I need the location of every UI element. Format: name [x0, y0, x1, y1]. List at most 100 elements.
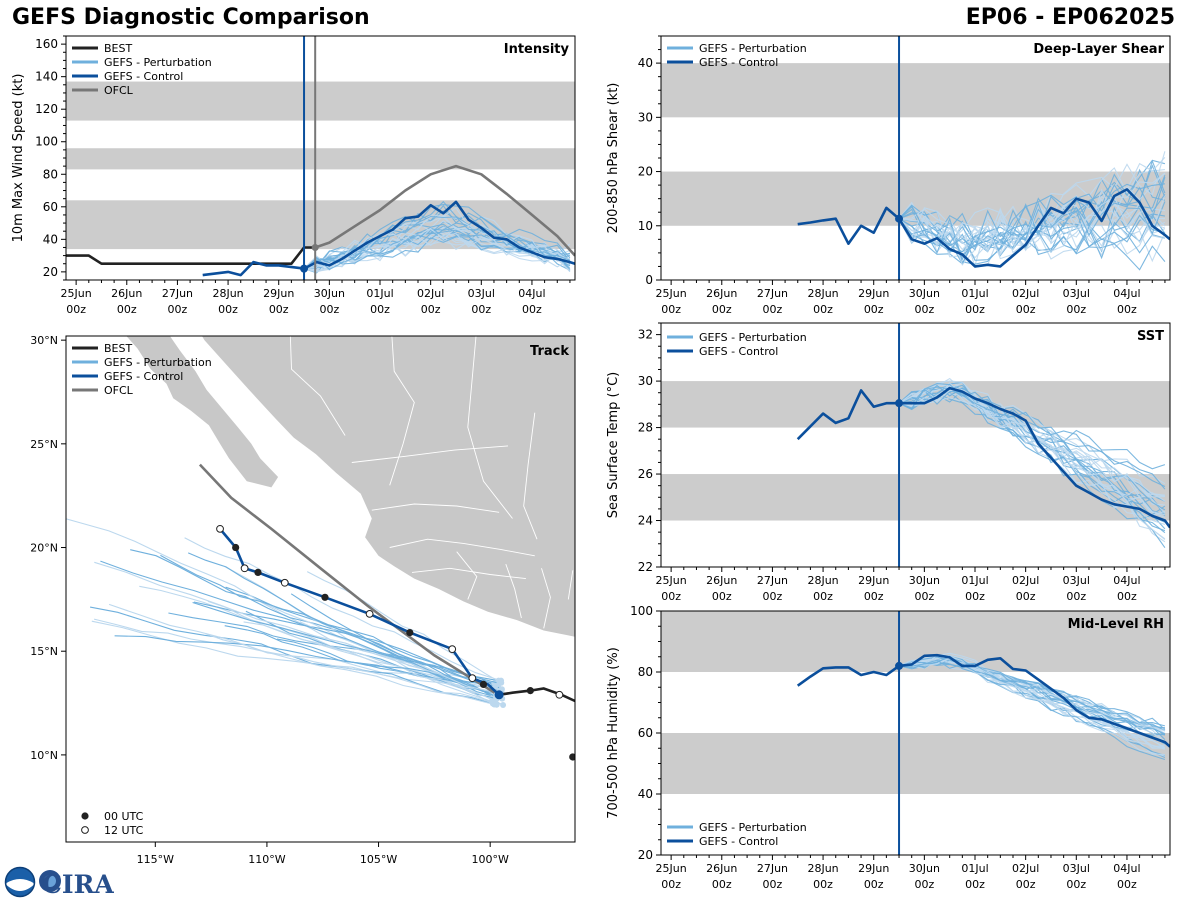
intensity-perturbation-line — [303, 215, 571, 271]
shear-legend-label: GEFS - Perturbation — [699, 42, 807, 55]
perturbation-track — [91, 620, 492, 688]
shear-xtick-label-hour: 00z — [1117, 303, 1137, 316]
shear-band-1 — [661, 63, 1170, 118]
rh-xtick-label-hour: 00z — [712, 878, 732, 891]
rh-xtick-label-hour: 00z — [1066, 878, 1086, 891]
intensity-xtick-label-date: 25Jun — [61, 287, 92, 300]
intensity-xtick-label-hour: 00z — [471, 303, 491, 316]
perturbation-track — [187, 552, 498, 698]
shear-ytick-label: 40 — [638, 56, 653, 70]
perturbation-track — [192, 601, 495, 684]
sst-xtick-label-date: 04Jul — [1113, 574, 1140, 587]
cira-logo: CIRA — [4, 866, 114, 899]
intensity-xtick-label-date: 30Jun — [314, 287, 345, 300]
intensity-xtick-label-date: 03Jul — [468, 287, 495, 300]
sst-gefs-control-line — [796, 386, 1170, 529]
best-00utc-marker — [569, 753, 575, 761]
shear-xtick-label-date: 28Jun — [807, 287, 838, 300]
control-12utc-marker — [240, 564, 249, 573]
state-border — [567, 570, 574, 600]
intensity-xtick-label-hour: 00z — [319, 303, 339, 316]
intensity-ytick-label: 100 — [35, 135, 58, 149]
track-xtick-label: 100°W — [471, 853, 508, 866]
intensity-xtick-label-date: 28Jun — [212, 287, 243, 300]
chart-title: GEFS Diagnostic Comparison — [12, 5, 370, 30]
perturbation-track — [89, 606, 497, 706]
sst-perturbation-line — [898, 390, 1166, 532]
control-00utc-marker — [321, 593, 329, 601]
shear-xtick-label-date: 27Jun — [757, 287, 788, 300]
sst-xtick-label-date: 02Jul — [1012, 574, 1039, 587]
sst-ytick-label: 26 — [638, 467, 653, 481]
sst-xtick-label-date: 25Jun — [656, 574, 687, 587]
rh-xtick-label-hour: 00z — [864, 878, 884, 891]
sst-xtick-label-date: 26Jun — [706, 574, 737, 587]
rh-panel-title: Mid-Level RH — [1068, 617, 1164, 632]
rh-legend-label: GEFS - Control — [699, 835, 778, 848]
intensity-xtick-label-hour: 00z — [421, 303, 441, 316]
control-12utc-marker — [468, 674, 477, 683]
shear-xtick-label-hour: 00z — [813, 303, 833, 316]
control-00utc-marker — [479, 680, 488, 688]
shear-xtick-label-hour: 00z — [1016, 303, 1036, 316]
control-12utc-marker — [280, 578, 289, 587]
rh-xtick-label-date: 28Jun — [807, 862, 838, 875]
perturbation-start-marker — [491, 701, 498, 708]
rh-xtick-label-date: 02Jul — [1012, 862, 1039, 875]
intensity-ofcl-init-marker — [311, 243, 319, 251]
shear-init-marker — [895, 214, 904, 223]
baja-shape — [126, 336, 279, 488]
sst-xtick-label-hour: 00z — [712, 590, 732, 603]
state-border — [456, 551, 478, 600]
intensity-perturbation-line — [303, 235, 570, 270]
intensity-xtick-label-hour: 00z — [522, 303, 542, 316]
shear-xtick-label-hour: 00z — [763, 303, 783, 316]
rh-xtick-label-hour: 00z — [763, 878, 783, 891]
shear-ytick-label: 10 — [638, 219, 653, 233]
sst-xtick-label-hour: 00z — [914, 590, 934, 603]
rh-xtick-label-date: 25Jun — [656, 862, 687, 875]
intensity-band-0 — [66, 200, 575, 250]
track-xtick-label: 110°W — [248, 853, 285, 866]
rh-ylabel: 700-500 hPa Humidity (%) — [606, 647, 621, 819]
control-00utc-marker — [406, 628, 414, 637]
shear-perturbation-line — [898, 214, 1166, 265]
rh-xtick-label-date: 27Jun — [757, 862, 788, 875]
sst-xtick-label-hour: 00z — [965, 590, 985, 603]
intensity-xtick-label-hour: 00z — [370, 303, 390, 316]
perturbation-track — [160, 554, 500, 684]
sst-xtick-label-hour: 00z — [1066, 590, 1086, 603]
utc12-legend-marker — [81, 826, 89, 834]
rh-xtick-label-date: 03Jul — [1063, 862, 1090, 875]
sst-xtick-label-hour: 00z — [661, 590, 681, 603]
control-00utc-marker — [254, 568, 262, 577]
rh-xtick-label-date: 29Jun — [858, 862, 889, 875]
track-ytick-label: 20°N — [30, 542, 58, 555]
intensity-xtick-label-date: 26Jun — [111, 287, 142, 300]
rh-legend-label: GEFS - Perturbation — [699, 821, 807, 834]
track-xtick-label: 115°W — [137, 853, 174, 866]
sst-perturbation-line — [898, 383, 1166, 487]
intensity-ytick-label: 20 — [43, 265, 58, 279]
sst-xtick-label-date: 01Jul — [961, 574, 988, 587]
rh-xtick-label-date: 04Jul — [1113, 862, 1140, 875]
track-map-area — [66, 336, 575, 761]
best-track — [498, 687, 575, 703]
rh-xtick-label-hour: 00z — [1117, 878, 1137, 891]
shear-xtick-label-date: 03Jul — [1063, 287, 1090, 300]
intensity-xtick-label-hour: 00z — [269, 303, 289, 316]
perturbation-track — [94, 561, 498, 694]
utc00-legend-marker — [81, 812, 89, 820]
intensity-xtick-label-date: 04Jul — [518, 287, 545, 300]
perturbation-track — [184, 537, 502, 682]
shear-xtick-label-hour: 00z — [712, 303, 732, 316]
utc12-legend-label: 12 UTC — [104, 824, 144, 837]
sst-xtick-label-date: 27Jun — [757, 574, 788, 587]
rh-xtick-label-hour: 00z — [1016, 878, 1036, 891]
shear-perturbation-line — [898, 201, 1166, 261]
shear-ylabel: 200-850 hPa Shear (kt) — [606, 83, 621, 234]
sst-xtick-label-date: 28Jun — [807, 574, 838, 587]
shear-xtick-label-hour: 00z — [864, 303, 884, 316]
sst-xtick-label-hour: 00z — [864, 590, 884, 603]
perturbation-start-marker — [496, 680, 503, 687]
